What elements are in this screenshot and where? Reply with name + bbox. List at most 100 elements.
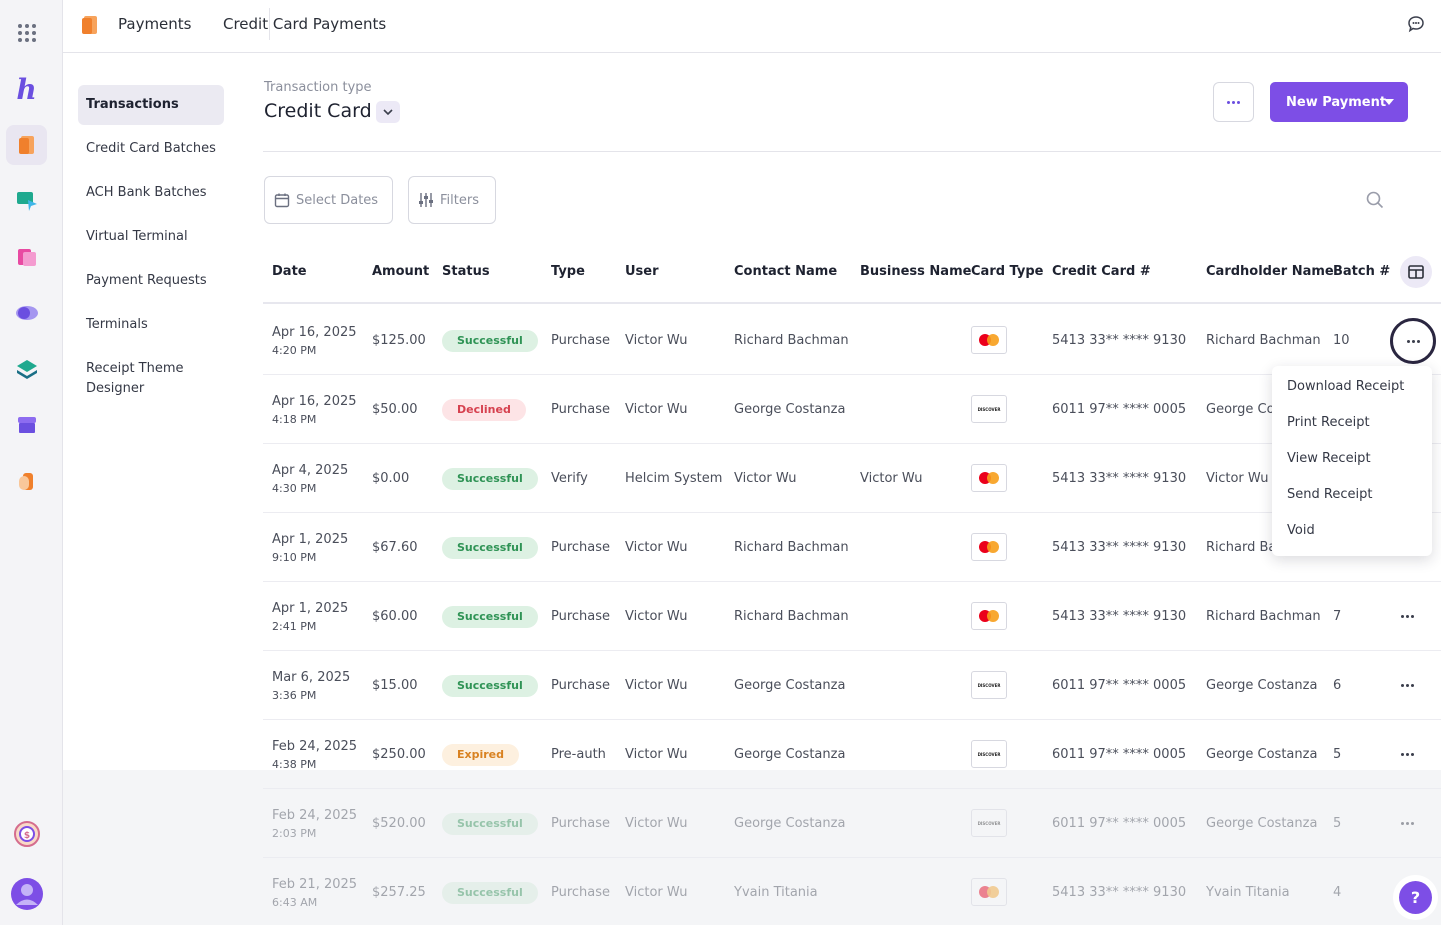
row-contact-name: George Costanza (734, 402, 846, 417)
menu-view-receipt[interactable]: View Receipt (1287, 451, 1371, 466)
new-payment-button[interactable]: New Payment (1270, 82, 1408, 122)
table-row[interactable]: Feb 24, 2025 2:03 PM $520.00 Successful Purc… (263, 789, 1441, 858)
row-actions-button[interactable] (1390, 318, 1436, 364)
row-user: Victor Wu (625, 816, 688, 831)
row-card-number: 6011 97** **** 0005 (1052, 678, 1187, 693)
row-type: Purchase (551, 609, 611, 624)
header-divider (269, 8, 270, 40)
row-batch-number: 10 (1333, 333, 1350, 348)
table-header: Date Amount Status Type User Contact Nam… (263, 240, 1441, 304)
discover-logo: DISCOVER (977, 406, 1001, 412)
col-card-type[interactable]: Card Type (971, 264, 1044, 279)
col-contact-name[interactable]: Contact Name (734, 264, 838, 279)
row-date: Apr 4, 2025 (272, 463, 349, 478)
app-grid-icon[interactable] (6, 13, 47, 53)
chevron-down-icon (383, 109, 393, 115)
col-batch-number[interactable]: Batch # (1333, 264, 1391, 279)
row-actions-menu: Download Receipt Print Receipt View Rece… (1272, 366, 1432, 556)
row-batch-number: 5 (1333, 816, 1342, 831)
row-contact-name: George Costanza (734, 678, 846, 693)
row-time: 9:10 PM (272, 551, 317, 564)
more-actions-button[interactable] (1213, 82, 1254, 122)
row-contact-name: Richard Bachman (734, 333, 849, 348)
filters-label: Filters (440, 192, 479, 208)
select-dates-button[interactable]: Select Dates (264, 176, 393, 224)
col-amount[interactable]: Amount (372, 264, 430, 279)
row-date: Feb 24, 2025 (272, 739, 358, 754)
discover-icon: DISCOVER (971, 395, 1007, 423)
row-date: Mar 6, 2025 (272, 670, 351, 685)
table-row[interactable]: Apr 4, 2025 4:30 PM $0.00 Successful Verify H… (263, 444, 1441, 513)
row-user: Victor Wu (625, 333, 688, 348)
subnav-credit-card-batches[interactable]: Credit Card Batches (86, 141, 216, 156)
col-date[interactable]: Date (272, 264, 307, 279)
table-row[interactable]: Apr 1, 2025 9:10 PM $67.60 Successful Purcha… (263, 513, 1441, 582)
layers-icon[interactable] (6, 349, 47, 389)
help-button[interactable]: ? (1399, 881, 1432, 914)
table-row[interactable]: Apr 1, 2025 2:41 PM $60.00 Successful Purcha… (263, 582, 1441, 651)
mastercard-icon (971, 602, 1007, 630)
subnav-terminals[interactable]: Terminals (86, 317, 148, 332)
filters-button[interactable]: Filters (408, 176, 496, 224)
col-credit-card-number[interactable]: Credit Card # (1052, 264, 1151, 279)
card-icon[interactable] (6, 461, 47, 501)
payments-icon[interactable] (6, 125, 47, 165)
help-label: ? (1410, 888, 1421, 907)
mastercard-logo (979, 472, 999, 484)
col-user[interactable]: User (625, 264, 659, 279)
row-card-number: 6011 97** **** 0005 (1052, 402, 1187, 417)
status-badge: Expired (442, 744, 520, 766)
transaction-type-dropdown[interactable] (376, 101, 400, 123)
transaction-type-value[interactable]: Credit Card (264, 100, 372, 122)
column-settings-button[interactable] (1400, 256, 1432, 288)
table-row[interactable]: Feb 21, 2025 6:43 AM $257.25 Successful Purc… (263, 858, 1441, 925)
row-card-number: 5413 33** **** 9130 (1052, 609, 1187, 624)
helcim-logo-icon[interactable]: h (16, 72, 37, 106)
subnav-virtual-terminal[interactable]: Virtual Terminal (86, 229, 188, 244)
row-actions-button[interactable] (1395, 606, 1419, 626)
status-badge: Successful (442, 882, 538, 904)
subnav-ach-bank-batches[interactable]: ACH Bank Batches (86, 185, 207, 200)
row-actions-button[interactable] (1395, 813, 1419, 833)
table-row[interactable]: Apr 16, 2025 4:18 PM $50.00 Declined Purchas… (263, 375, 1441, 444)
status-badge: Successful (442, 468, 538, 490)
menu-print-receipt[interactable]: Print Receipt (1287, 415, 1370, 430)
row-date: Apr 16, 2025 (272, 394, 357, 409)
discover-logo: DISCOVER (977, 682, 1001, 688)
col-status[interactable]: Status (442, 264, 490, 279)
documents-icon[interactable] (6, 237, 47, 277)
store-icon[interactable] (6, 405, 47, 445)
chat-icon[interactable] (1407, 15, 1425, 37)
row-user: Victor Wu (625, 747, 688, 762)
toggle-icon[interactable] (6, 293, 47, 333)
invoices-icon[interactable] (6, 181, 47, 221)
menu-send-receipt[interactable]: Send Receipt (1287, 487, 1373, 502)
row-time: 4:38 PM (272, 758, 317, 771)
mastercard-logo (979, 334, 999, 346)
rewards-icon[interactable]: $ (6, 814, 47, 854)
menu-download-receipt[interactable]: Download Receipt (1287, 379, 1405, 394)
row-actions-button[interactable] (1395, 675, 1419, 695)
mastercard-icon (971, 326, 1007, 354)
table-row[interactable]: Feb 24, 2025 4:38 PM $250.00 Expired Pre-aut… (263, 720, 1441, 789)
mastercard-logo (979, 541, 999, 553)
col-type[interactable]: Type (551, 264, 585, 279)
discover-icon: DISCOVER (971, 671, 1007, 699)
app-title[interactable]: Payments (118, 15, 192, 33)
subnav-receipt-theme-designer[interactable]: Receipt Theme Designer (86, 361, 184, 396)
col-business-name[interactable]: Business Name (860, 264, 972, 279)
table-row[interactable]: Mar 6, 2025 3:36 PM $15.00 Successful Purcha… (263, 651, 1441, 720)
row-card-number: 5413 33** **** 9130 (1052, 540, 1187, 555)
search-icon[interactable] (1366, 191, 1384, 213)
menu-void[interactable]: Void (1287, 523, 1315, 538)
avatar-icon[interactable] (6, 874, 47, 914)
table-row[interactable]: Apr 16, 2025 4:20 PM $125.00 Successful Purc… (263, 306, 1441, 375)
subnav-transactions[interactable]: Transactions (78, 85, 224, 125)
row-cardholder-name: George Costanza (1206, 678, 1318, 693)
subnav-payment-requests[interactable]: Payment Requests (86, 273, 207, 288)
row-user: Victor Wu (625, 885, 688, 900)
row-actions-button[interactable] (1395, 744, 1419, 764)
col-cardholder-name[interactable]: Cardholder Name (1206, 264, 1334, 279)
row-user: Victor Wu (625, 402, 688, 417)
row-date: Apr 1, 2025 (272, 601, 349, 616)
